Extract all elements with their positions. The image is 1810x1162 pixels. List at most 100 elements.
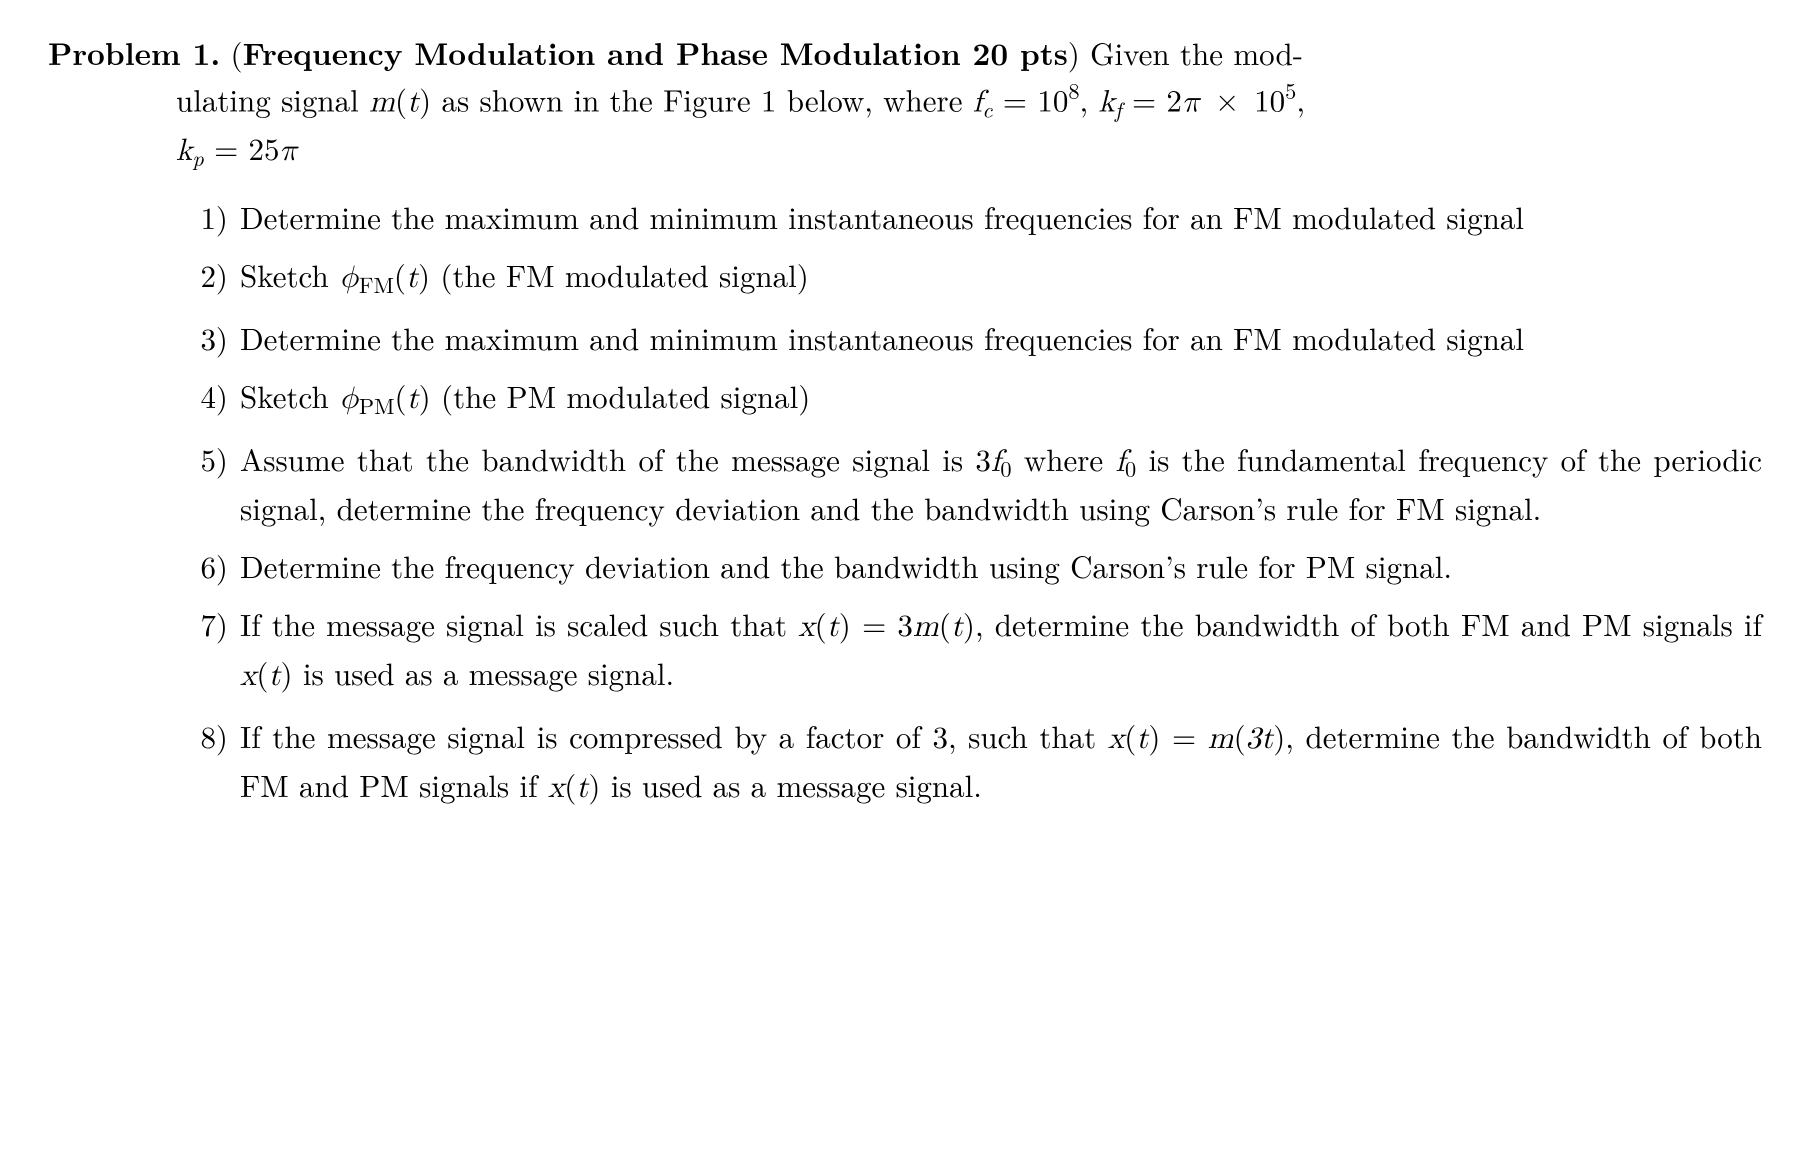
m-open: (	[1234, 713, 1246, 757]
item-post: is used as a message signal.	[600, 762, 982, 806]
kp-symbol: k	[176, 136, 192, 167]
m-arg: 3t	[1246, 724, 1274, 755]
phi-symbol: ϕ	[339, 263, 359, 294]
m-symbol: m	[369, 87, 395, 118]
list-item-8: 8) If the message signal is compressed b…	[176, 713, 1762, 811]
item-post: (the PM modulated signal)	[431, 373, 811, 417]
f0-subscript-2: 0	[1125, 454, 1136, 485]
fc-eq: = 10	[993, 76, 1069, 120]
m-paren-close: )	[419, 76, 431, 120]
x-symbol: x	[798, 612, 814, 643]
item-number: 3)	[176, 315, 228, 359]
item-number: 4)	[176, 373, 228, 417]
intro-part1: Given the mod-	[1080, 30, 1303, 74]
x2-close: )	[281, 650, 293, 694]
m-paren-open: (	[395, 76, 407, 120]
kf-power: 5	[1285, 75, 1296, 106]
x2-open: (	[564, 762, 576, 806]
kf-eq: = 2	[1122, 76, 1182, 120]
x2-open: (	[256, 650, 268, 694]
item-pre: Sketch	[240, 252, 339, 296]
comma2: ,	[1296, 76, 1305, 120]
arg-t: t	[406, 263, 418, 294]
kf-subscript: f	[1115, 94, 1122, 125]
f0-symbol-2: f	[1116, 447, 1126, 478]
list-item-2: 2) Sketch ϕFM(t) (the FM modulated signa…	[176, 252, 1762, 301]
phi-subscript: PM	[359, 391, 395, 422]
m-symbol: m	[1208, 724, 1234, 755]
x2-close: )	[588, 762, 600, 806]
x2-symbol: x	[240, 661, 256, 692]
intro-line2b: as shown in the Figure 1 below, where	[431, 76, 973, 120]
kf-symbol: k	[1098, 87, 1114, 118]
item-mid: where	[1012, 436, 1116, 480]
item-post: is used as a message signal.	[293, 650, 675, 694]
eq-symbol: = 3	[851, 601, 913, 645]
title-close: )	[1068, 30, 1080, 74]
x-close: )	[839, 601, 851, 645]
item-text: Determine the frequency deviation and th…	[240, 543, 1452, 587]
item-mid: , determine the bandwidth of both FM and…	[975, 601, 1762, 645]
arg-t: t	[407, 384, 419, 415]
kp-eq: = 25	[204, 125, 280, 169]
intro-line2a: ulating signal	[176, 76, 369, 120]
arg-close: )	[418, 252, 430, 296]
m-open: (	[939, 601, 951, 645]
problem-header: Problem 1. (Frequency Modulation and Pha…	[48, 30, 1762, 174]
header-line-3: kp = 25π	[48, 125, 1762, 174]
eq-symbol: =	[1160, 713, 1207, 757]
item-post: (the FM modulated signal)	[430, 252, 809, 296]
pi-1: π	[1182, 87, 1200, 118]
title-open: (	[231, 30, 243, 74]
m-close: )	[1273, 713, 1285, 757]
x-open: (	[1124, 713, 1136, 757]
list-item-5: 5) Assume that the bandwidth of the mess…	[176, 436, 1762, 529]
f0-symbol: f	[991, 447, 1001, 478]
problem-label: Problem 1.	[48, 31, 220, 75]
fc-power: 8	[1068, 75, 1079, 106]
item-text: Determine the maximum and minimum instan…	[240, 194, 1524, 238]
x2-arg: t	[576, 773, 588, 804]
list-item-1: 1) Determine the maximum and minimum ins…	[176, 194, 1762, 238]
item-pre: Sketch	[240, 373, 339, 417]
arg-open: (	[394, 252, 406, 296]
item-number: 7)	[176, 601, 228, 645]
list-item-6: 6) Determine the frequency deviation and…	[176, 543, 1762, 587]
item-number: 1)	[176, 194, 228, 238]
item-number: 2)	[176, 252, 228, 296]
f0-subscript: 0	[1000, 454, 1011, 485]
x-arg: t	[1136, 724, 1148, 755]
ten: 10	[1254, 76, 1285, 120]
x-open: (	[815, 601, 827, 645]
m-arg: t	[407, 87, 419, 118]
list-item-4: 4) Sketch ϕPM(t) (the PM modulated signa…	[176, 373, 1762, 422]
fc-symbol: f	[973, 87, 983, 118]
list-item-7: 7) If the message signal is scaled such …	[176, 601, 1762, 699]
problem-title: Frequency Modulation and Phase Modulatio…	[243, 31, 1068, 75]
m-symbol: m	[913, 612, 939, 643]
phi-symbol: ϕ	[339, 384, 359, 415]
kp-subscript: p	[192, 143, 203, 174]
comma1: ,	[1079, 76, 1098, 120]
arg-open: (	[395, 373, 407, 417]
list-item-3: 3) Determine the maximum and minimum ins…	[176, 315, 1762, 359]
m-close: )	[963, 601, 975, 645]
x-close: )	[1148, 713, 1160, 757]
item-number: 8)	[176, 713, 228, 757]
phi-subscript: FM	[359, 270, 394, 301]
item-pre: Assume that the bandwidth of the message…	[240, 436, 991, 480]
item-number: 5)	[176, 436, 228, 480]
header-line-2: ulating signal m(t) as shown in the Figu…	[48, 75, 1762, 125]
arg-close: )	[419, 373, 431, 417]
item-pre: If the message signal is scaled such tha…	[240, 601, 798, 645]
m-arg: t	[951, 612, 963, 643]
header-line-1: Problem 1. (Frequency Modulation and Pha…	[48, 30, 1762, 75]
fc-subscript: c	[982, 94, 992, 125]
problem-list: 1) Determine the maximum and minimum ins…	[48, 194, 1762, 811]
item-number: 6)	[176, 543, 228, 587]
x2-symbol: x	[548, 773, 564, 804]
x-arg: t	[827, 612, 839, 643]
item-pre: If the message signal is compressed by a…	[240, 713, 1108, 757]
times-symbol: ×	[1200, 76, 1254, 120]
pi-2: π	[280, 136, 298, 167]
